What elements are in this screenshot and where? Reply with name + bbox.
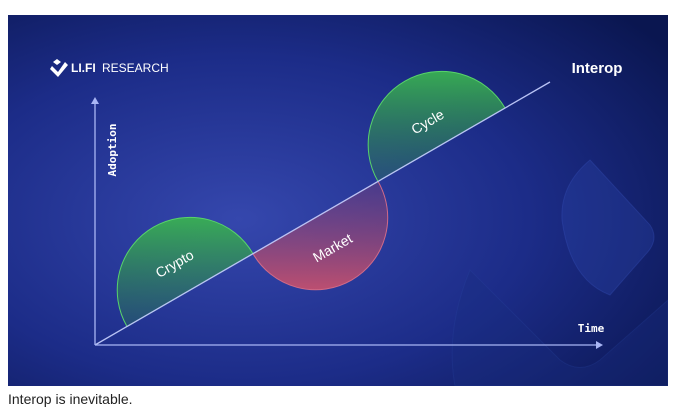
diagram-panel: LI.FI RESEARCH Interop Crypto Market Cyc… [8,15,668,386]
interop-trend-line [94,81,551,346]
market-phase-arc [252,180,389,291]
y-axis-label: Adoption [106,124,119,177]
image-caption: Interop is inevitable. [8,391,133,407]
cycle-phase-arc [367,70,506,183]
y-axis-arrow-icon [91,97,99,104]
x-axis-arrow-icon [596,341,603,349]
x-axis-label: Time [578,322,605,335]
lifi-logo-icon [50,59,68,77]
logo-text-light: RESEARCH [102,61,169,75]
decorative-shape [451,269,668,386]
lifi-logo: LI.FI RESEARCH [50,59,169,77]
diagram-title: Interop [572,60,623,77]
decorative-shape [561,159,655,296]
crypto-phase-arc [116,216,254,328]
logo-text-bold: LI.FI [71,61,96,75]
